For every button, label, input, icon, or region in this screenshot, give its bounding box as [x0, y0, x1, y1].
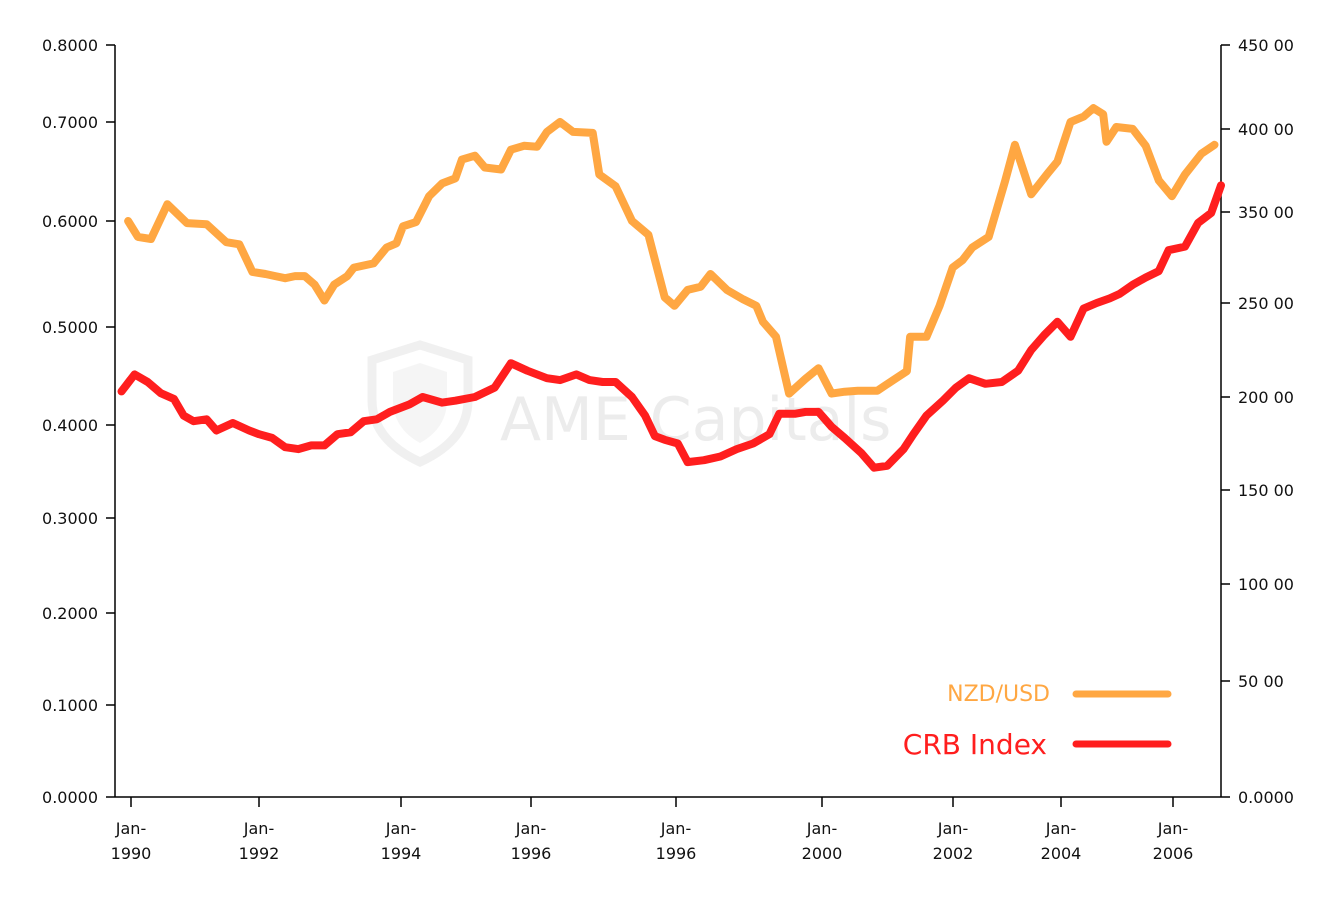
legend: NZD/USD CRB Index — [903, 682, 1172, 761]
x-tick-label-line2: 1990 — [111, 844, 152, 863]
right-tick-label: 350 00 — [1238, 203, 1294, 222]
legend-label-crb-index: CRB Index — [903, 728, 1047, 761]
x-tick-label-line2: 1996 — [656, 844, 697, 863]
right-axis-ticks: 0.0000 50 00 100 00 150 00 200 00 250 00 350 0… — [1221, 36, 1294, 807]
x-axis-ticks: Jan- 1990 Jan- 1992 Jan- 1994 Jan- 1996 Jan- 1996… — [111, 797, 1194, 863]
left-tick-label: 0.4000 — [42, 416, 98, 435]
x-tick-label-line1: Jan- — [385, 819, 416, 838]
x-tick-label-line1: Jan- — [806, 819, 837, 838]
x-tick-label-line2: 1992 — [239, 844, 280, 863]
left-tick-label: 0.7000 — [42, 113, 98, 132]
x-tick-label-line1: Jan- — [115, 819, 146, 838]
left-tick-label: 0.2000 — [42, 604, 98, 623]
left-tick-label: 0.0000 — [42, 788, 98, 807]
x-tick-label-line1: Jan- — [243, 819, 274, 838]
right-tick-label: 100 00 — [1238, 575, 1294, 594]
x-tick-label-line1: Jan- — [1045, 819, 1076, 838]
right-tick-label: 400 00 — [1238, 120, 1294, 139]
x-tick-label-line2: 2002 — [933, 844, 974, 863]
axes — [114, 45, 1222, 798]
left-tick-label: 0.1000 — [42, 696, 98, 715]
right-tick-label: 0.0000 — [1238, 788, 1294, 807]
x-tick-label-line2: 1996 — [511, 844, 552, 863]
x-tick-label-line2: 2006 — [1153, 844, 1194, 863]
left-tick-label: 0.5000 — [42, 318, 98, 337]
series-line-crb-index — [117, 181, 1225, 472]
x-tick-label-line2: 2004 — [1041, 844, 1082, 863]
x-tick-label-line1: Jan- — [515, 819, 546, 838]
legend-label-nzd-usd: NZD/USD — [947, 682, 1050, 707]
series-line-nzd-usd — [124, 104, 1219, 398]
right-tick-label: 450 00 — [1238, 36, 1294, 55]
x-tick-label-line1: Jan- — [1157, 819, 1188, 838]
x-tick-label-line2: 2000 — [802, 844, 843, 863]
right-tick-label: 200 00 — [1238, 388, 1294, 407]
right-tick-label: 250 00 — [1238, 294, 1294, 313]
left-tick-label: 0.6000 — [42, 212, 98, 231]
left-tick-label: 0.8000 — [42, 36, 98, 55]
left-tick-label: 0.3000 — [42, 509, 98, 528]
x-tick-label-line1: Jan- — [937, 819, 968, 838]
x-tick-label-line1: Jan- — [660, 819, 691, 838]
right-tick-label: 150 00 — [1238, 481, 1294, 500]
right-tick-label: 50 00 — [1238, 672, 1284, 691]
left-axis-ticks: 0.0000 0.1000 0.2000 0.3000 0.4000 0.5000 0.60… — [42, 36, 115, 807]
x-tick-label-line2: 1994 — [381, 844, 422, 863]
series-layer — [117, 104, 1225, 472]
